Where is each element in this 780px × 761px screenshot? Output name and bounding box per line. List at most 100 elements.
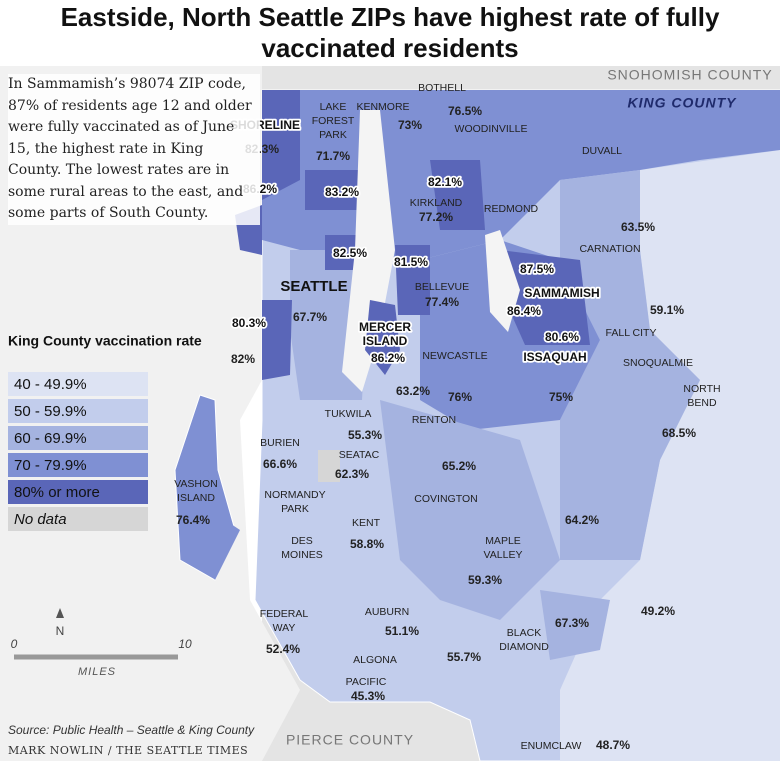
map-label: 87.5% bbox=[520, 262, 554, 276]
map-label: 77.4% bbox=[425, 295, 459, 309]
map-label: 55.3% bbox=[348, 428, 382, 442]
map-label: MERCER bbox=[359, 320, 411, 334]
map-label: 65.2% bbox=[442, 459, 476, 473]
map-label: WAY bbox=[273, 622, 296, 634]
legend-label: 40 - 49.9% bbox=[14, 376, 87, 393]
legend-label: 60 - 69.9% bbox=[14, 430, 87, 447]
title: Eastside, North Seattle ZIPs have highes… bbox=[60, 2, 720, 63]
legend-swatch bbox=[8, 399, 148, 423]
lake-washington bbox=[342, 110, 395, 392]
map-label: FOREST bbox=[312, 115, 355, 127]
maury-island bbox=[205, 520, 240, 580]
zone-shoreline bbox=[262, 90, 300, 200]
map-label: 86.2% bbox=[371, 351, 405, 365]
map-label: VASHON bbox=[174, 478, 218, 490]
map-label: SEATAC bbox=[339, 449, 380, 461]
map-label: BOTHELL bbox=[418, 82, 466, 94]
map-label: 80.6% bbox=[545, 330, 579, 344]
lake-sammamish bbox=[485, 230, 520, 332]
map-label: ISLAND bbox=[177, 492, 215, 504]
legend-swatch bbox=[8, 507, 148, 531]
map-label: 77.2% bbox=[419, 210, 453, 224]
mercer-island bbox=[365, 300, 400, 375]
map-label: MOINES bbox=[281, 549, 322, 561]
zone-west-seattle bbox=[262, 300, 292, 380]
map-label: NORTH bbox=[683, 383, 720, 395]
map-label: 59.1% bbox=[650, 303, 684, 317]
map-label: 73% bbox=[398, 118, 422, 132]
zone-black-diamond bbox=[540, 590, 610, 660]
source: Source: Public Health – Seattle & King C… bbox=[8, 723, 255, 737]
map-label: PACIFIC bbox=[346, 676, 387, 688]
county-label: KING COUNTY bbox=[628, 95, 738, 111]
map-label: ENUMCLAW bbox=[521, 740, 582, 752]
map-label: COVINGTON bbox=[414, 493, 477, 505]
map-label: 66.6% bbox=[263, 457, 297, 471]
map-label: 62.3% bbox=[335, 467, 369, 481]
legend-label: 80% or more bbox=[14, 484, 100, 501]
legend-swatch bbox=[8, 372, 148, 396]
map-label: 71.7% bbox=[316, 149, 350, 163]
map-label: BELLEVUE bbox=[415, 281, 469, 293]
map-label: 75% bbox=[549, 390, 573, 404]
map-label: 80.3% bbox=[232, 316, 266, 330]
map-label: PARK bbox=[281, 503, 309, 515]
credit: MARK NOWLIN / THE SEATTLE TIMES bbox=[8, 744, 248, 757]
map-label: VALLEY bbox=[484, 549, 523, 561]
north-label: N bbox=[56, 624, 65, 638]
map-label: 82% bbox=[231, 352, 255, 366]
map-label: WOODINVILLE bbox=[455, 123, 528, 135]
map-label: RENTON bbox=[412, 414, 456, 426]
scale-start: 0 bbox=[11, 637, 18, 651]
map-label: BEND bbox=[687, 397, 717, 409]
scale-unit: MILES bbox=[78, 666, 116, 678]
map-label: FALL CITY bbox=[606, 327, 657, 339]
map-label: TUKWILA bbox=[325, 408, 372, 420]
legend-title: King County vaccination rate bbox=[8, 333, 202, 349]
map-label: CARNATION bbox=[579, 243, 640, 255]
map-label: 76% bbox=[448, 390, 472, 404]
puget-sound bbox=[0, 66, 300, 761]
map-label: SEATTLE bbox=[280, 278, 347, 295]
map-label: 48.7% bbox=[596, 738, 630, 752]
map-label: 59.3% bbox=[468, 573, 502, 587]
map-label: 49.2% bbox=[641, 604, 675, 618]
map-label: FEDERAL bbox=[260, 608, 309, 620]
map-label: 55.7% bbox=[447, 650, 481, 664]
map-label: 52.4% bbox=[266, 642, 300, 656]
map-label: SNOQUALMIE bbox=[623, 357, 693, 369]
map-label: MAPLE bbox=[485, 535, 521, 547]
map-label: ISSAQUAH bbox=[523, 350, 586, 364]
map-label: NEWCASTLE bbox=[422, 350, 487, 362]
map-label: AUBURN bbox=[365, 606, 409, 618]
map-label: 63.5% bbox=[621, 220, 655, 234]
legend-label: No data bbox=[14, 511, 67, 528]
seatac-no-data bbox=[318, 450, 340, 482]
map-label: LAKE bbox=[320, 101, 347, 113]
intro: In Sammamish’s 98074 ZIP code, 87% of re… bbox=[8, 74, 260, 225]
legend-label: 50 - 59.9% bbox=[14, 403, 87, 420]
map-label: 76.4% bbox=[176, 513, 210, 527]
map-label: 76.5% bbox=[448, 104, 482, 118]
map-label: 83.2% bbox=[325, 185, 359, 199]
zone-sammamish bbox=[500, 250, 590, 345]
legend-swatch bbox=[8, 426, 148, 450]
map-label: PARK bbox=[319, 129, 347, 141]
legend-label: 70 - 79.9% bbox=[14, 457, 87, 474]
map-label: NORMANDY bbox=[264, 489, 325, 501]
map-label: DES bbox=[291, 535, 313, 547]
map-label: SAMMAMISH bbox=[524, 286, 599, 300]
map-label: 58.8% bbox=[350, 537, 384, 551]
map-label: ISLAND bbox=[363, 334, 408, 348]
map-label: 86.4% bbox=[507, 304, 541, 318]
zone-40s bbox=[560, 150, 780, 761]
map-label: KENMORE bbox=[356, 101, 409, 113]
map-label: 67.3% bbox=[555, 616, 589, 630]
map-label: KIRKLAND bbox=[410, 197, 463, 209]
map-label: 63.2% bbox=[396, 384, 430, 398]
scale-end: 10 bbox=[178, 637, 192, 651]
map-label: REDMOND bbox=[484, 203, 539, 215]
county-label: PIERCE COUNTY bbox=[286, 732, 414, 748]
zone-60s-south bbox=[380, 400, 560, 620]
